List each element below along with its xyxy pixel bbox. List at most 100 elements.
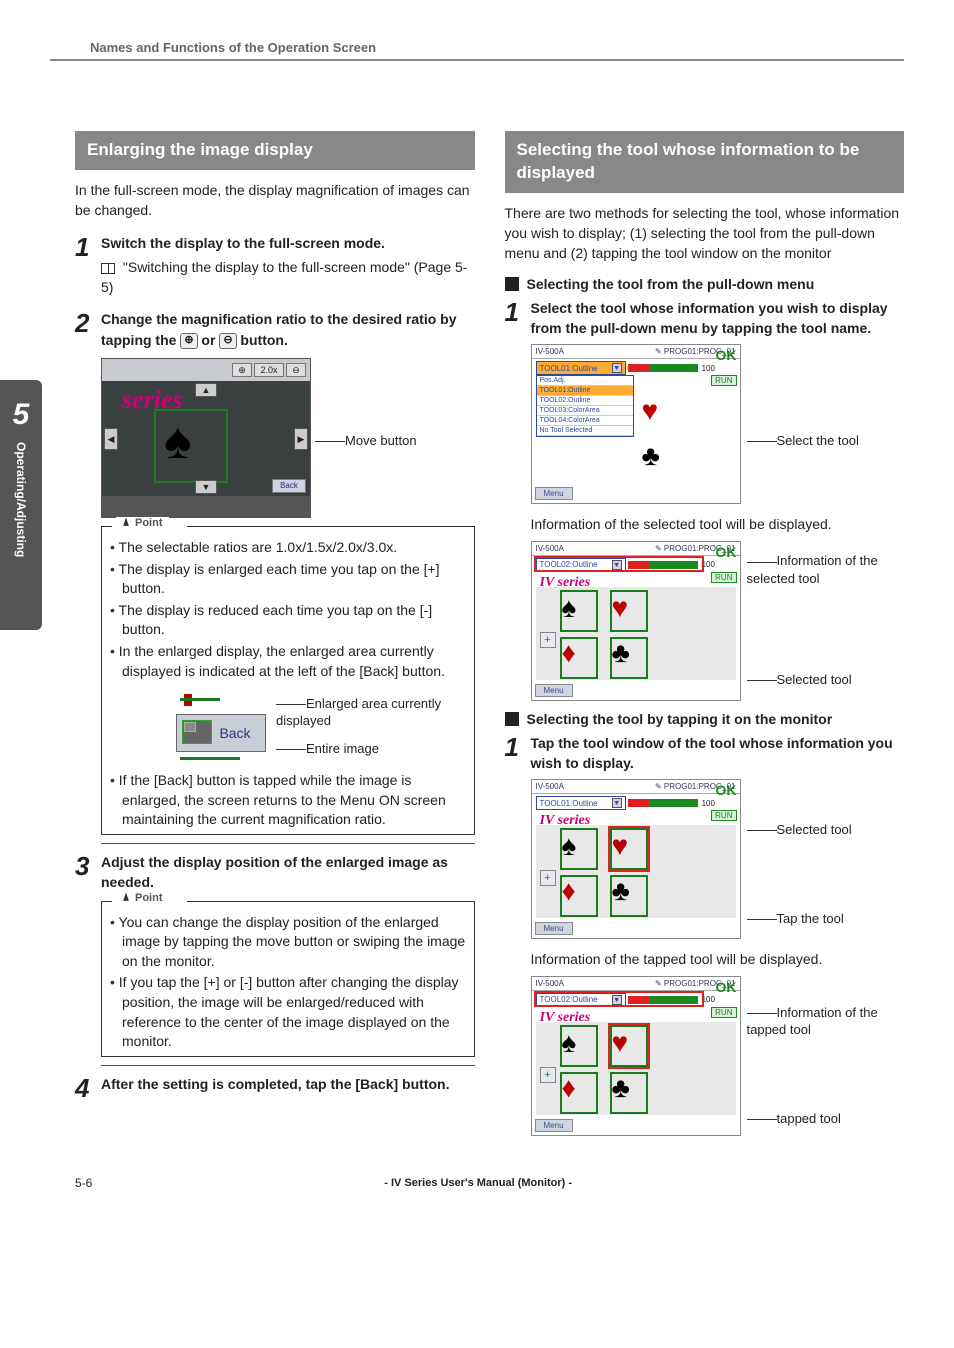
tool-outline — [610, 1072, 648, 1114]
ok-status: OK — [716, 544, 737, 560]
tool-outline — [560, 590, 598, 632]
intro-text: In the full-screen mode, the display mag… — [75, 180, 475, 221]
run-status: RUN — [711, 572, 736, 583]
intro-text: There are two methods for selecting the … — [505, 203, 905, 264]
club-icon: ♣ — [642, 440, 692, 485]
highlight-box — [608, 826, 650, 872]
subsection-heading: Selecting the tool from the pull-down me… — [505, 276, 905, 292]
chapter-number: 5 — [13, 398, 30, 432]
chapter-tab: 5 Operating/Adjusting — [0, 380, 42, 630]
step-title: Adjust the display position of the enlar… — [101, 852, 475, 893]
menu-button[interactable]: Menu — [535, 684, 573, 697]
tool-outline — [610, 637, 648, 679]
callout: Move button — [315, 433, 417, 450]
menu-button[interactable]: Menu — [535, 922, 573, 935]
gauge — [628, 364, 698, 372]
heart-icon: ♥ — [642, 395, 692, 440]
run-status: RUN — [711, 375, 736, 386]
tool-outline — [610, 590, 648, 632]
back-button-figure: Back Enlarged area currently displayed E… — [170, 689, 466, 763]
point-box: Point The selectable ratios are 1.0x/1.5… — [101, 526, 475, 835]
step-title: Switch the display to the full-screen mo… — [101, 233, 475, 253]
dropdown-list[interactable]: Pos.Adj. TOOL01:Outline TOOL02:Outline T… — [536, 375, 634, 437]
callout: tapped tool — [747, 1110, 905, 1128]
menu-button[interactable]: Menu — [535, 487, 573, 500]
bullet: You can change the display position of t… — [110, 913, 466, 972]
step-number: 2 — [75, 309, 101, 350]
callout: Select the tool — [747, 432, 859, 450]
zoom-out-button[interactable]: ⊖ — [286, 363, 306, 377]
screenshot: ⊕ 2.0x ⊖ series ♠ ▲ ▼ ◀ ▶ Back — [101, 358, 311, 518]
section-heading: Enlarging the image display — [75, 131, 475, 170]
step-4: 4 After the setting is completed, tap th… — [75, 1074, 475, 1103]
tool-outline[interactable] — [560, 828, 598, 870]
zoom-level: 2.0x — [254, 363, 284, 377]
point-box: Point You can change the display positio… — [101, 901, 475, 1057]
menu-button[interactable]: Menu — [535, 1119, 573, 1132]
step-2: 2 Change the magnification ratio to the … — [75, 309, 475, 350]
highlight-box — [534, 556, 704, 572]
section-heading: Selecting the tool whose information to … — [505, 131, 905, 193]
highlight-box — [608, 1023, 650, 1069]
zoom-in-button[interactable]: ⊕ — [232, 363, 252, 377]
step-number: 4 — [75, 1074, 101, 1103]
callout: Information of the selected tool — [747, 552, 905, 587]
chapter-label: Operating/Adjusting — [14, 442, 28, 557]
move-down-button[interactable]: ▼ — [195, 480, 217, 494]
back-button[interactable]: Back — [272, 479, 306, 493]
bullet: The display is enlarged each time you ta… — [110, 560, 466, 599]
bullet: In the enlarged display, the enlarged ar… — [110, 642, 466, 681]
zoom-in-icon: ⊕ — [180, 333, 197, 348]
left-column: Enlarging the image display In the full-… — [75, 131, 475, 1146]
figure-tapped-info: IV-500A✎ PROG01:PROG_01 TOOL02:Outline▼ … — [531, 976, 905, 1136]
move-up-button[interactable]: ▲ — [195, 383, 217, 397]
tool-outline — [560, 1072, 598, 1114]
bullet: If the [Back] button is tapped while the… — [110, 771, 466, 830]
page-footer: 5-6 - IV Series User's Manual (Monitor) … — [50, 1176, 904, 1190]
caption: Information of the selected tool will be… — [531, 514, 905, 534]
tool-outline[interactable] — [610, 875, 648, 917]
bullet: The selectable ratios are 1.0x/1.5x/2.0x… — [110, 538, 466, 558]
step-r2: 1 Tap the tool window of the tool whose … — [505, 733, 905, 774]
caption: Information of the tapped tool will be d… — [531, 949, 905, 969]
step-number: 3 — [75, 852, 101, 893]
tool-outline — [154, 409, 228, 483]
callout: Information of the tapped tool — [747, 1004, 905, 1039]
tool-dropdown[interactable]: TOOL01:Outline▼ — [536, 361, 626, 375]
bullet: If you tap the [+] or [-] button after c… — [110, 973, 466, 1051]
ok-status: OK — [716, 347, 737, 363]
page-header: Names and Functions of the Operation Scr… — [50, 40, 904, 61]
step-title: After the setting is completed, tap the … — [101, 1074, 475, 1094]
step-title: Select the tool whose information you wi… — [531, 298, 905, 339]
tool-dropdown[interactable]: TOOL01:Outline▼ — [536, 796, 626, 810]
move-left-button[interactable]: ◀ — [104, 428, 118, 450]
header-title: Names and Functions of the Operation Scr… — [50, 40, 904, 55]
figure-tap-tool: IV-500A✎ PROG01:PROG_01 TOOL01:Outline▼ … — [531, 779, 905, 939]
callout: Tap the tool — [747, 910, 852, 928]
step-number: 1 — [505, 733, 531, 774]
callout: Enlarged area currently displayed — [276, 695, 466, 730]
bullet: The display is reduced each time you tap… — [110, 601, 466, 640]
footer-title: - IV Series User's Manual (Monitor) - — [384, 1177, 572, 1189]
step-r1: 1 Select the tool whose information you … — [505, 298, 905, 339]
run-status: RUN — [711, 1007, 736, 1018]
run-status: RUN — [711, 810, 736, 821]
move-right-button[interactable]: ▶ — [294, 428, 308, 450]
plus-button[interactable]: + — [540, 632, 556, 648]
plus-button[interactable]: + — [540, 870, 556, 886]
subsection-heading: Selecting the tool by tapping it on the … — [505, 711, 905, 727]
highlight-box — [534, 991, 704, 1007]
chevron-down-icon: ▼ — [612, 798, 622, 808]
callout: Entire image — [276, 740, 466, 758]
tool-outline[interactable] — [560, 875, 598, 917]
plus-button[interactable]: + — [540, 1067, 556, 1083]
tool-outline — [560, 1025, 598, 1067]
ok-status: OK — [716, 782, 737, 798]
callout: Selected tool — [747, 821, 852, 839]
step-1: 1 Switch the display to the full-screen … — [75, 233, 475, 298]
step-3: 3 Adjust the display position of the enl… — [75, 852, 475, 893]
right-column: Selecting the tool whose information to … — [505, 131, 905, 1146]
book-icon — [101, 263, 115, 274]
page-number: 5-6 — [75, 1176, 92, 1190]
figure-pulldown: IV-500A✎ PROG01:PROG_01 TOOL01:Outline▼ … — [531, 344, 905, 504]
